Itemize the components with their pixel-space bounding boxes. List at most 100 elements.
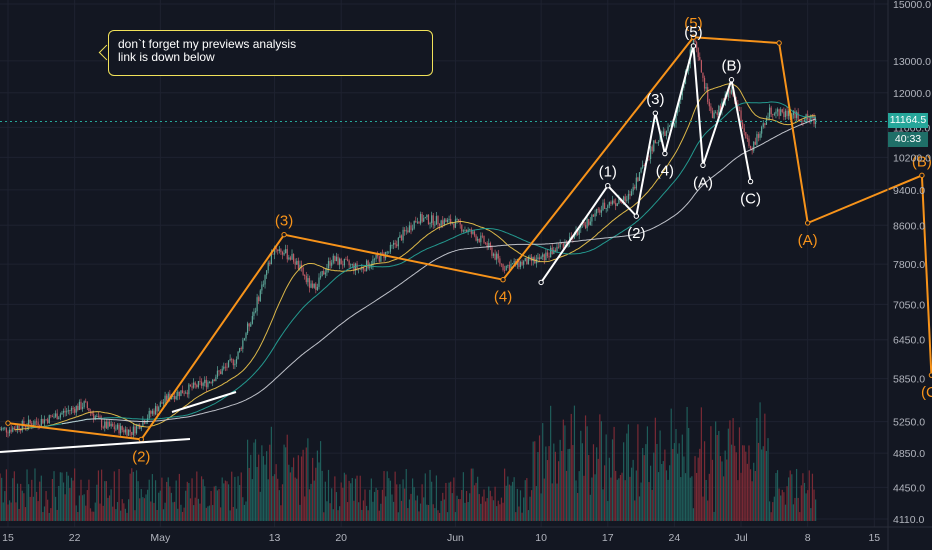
candle-body [740,110,742,123]
volume-bar [481,496,484,521]
volume-bar [318,462,320,521]
candle-body [746,138,748,139]
volume-bar [640,482,642,521]
candle-body [629,194,631,196]
volume-bar [675,429,677,521]
volume-bar [232,506,234,521]
volume-bar [686,406,688,521]
volume-bar [504,468,506,521]
candle-body [408,225,411,233]
price-axis[interactable]: 15000.013000.012000.011000.010200.09400.… [887,0,931,550]
volume-bar [26,469,28,521]
candle-body [186,392,188,395]
volume-bar [189,498,192,521]
volume-bar [473,485,476,521]
note-callout[interactable]: don`t forget my previews analysis link i… [108,30,433,76]
volume-bar [253,442,255,521]
candle-body [89,411,92,413]
candle-body [289,257,292,260]
volume-bar [129,473,131,521]
volume-bar [545,446,547,521]
volume-bar [673,443,675,521]
volume-bar [497,500,499,521]
volume-bar [8,500,11,521]
volume-bar [281,484,284,521]
volume-bar [615,470,617,521]
volume-bar [199,503,201,521]
volume-bar [386,471,388,521]
candle-body [589,221,591,225]
candle-body [259,290,261,302]
candle-body [294,261,296,265]
volume-bar [67,475,69,521]
volume-bar [486,498,488,521]
candle-body [126,429,128,436]
candle-body [281,252,284,255]
volume-bar [10,502,12,521]
volume-bar [85,505,87,521]
volume-bar [722,476,725,521]
candle-body [127,429,130,436]
volume-bar [510,485,512,521]
candle-body [20,429,22,431]
candle-body [803,120,806,122]
volume-bar [621,472,623,521]
volume-bar [678,443,680,521]
volume-bar [588,455,590,521]
volume-bar [178,473,180,521]
candle-body [131,431,133,435]
candle-body [519,261,522,268]
volume-bar [467,502,469,521]
time-axis[interactable]: 1522May1320Jun101724Jul81522 [0,526,932,544]
candle-body [245,333,247,339]
volume-bar [237,476,239,521]
candle-body [96,416,98,417]
volume-bar [356,475,358,521]
candle-body [694,39,696,43]
candle-body [603,202,606,209]
volume-bar [676,453,679,521]
candle-body [459,220,461,225]
candle-body [448,218,450,220]
volume-bar [502,502,504,521]
candle-body [40,418,42,426]
volume-bar [229,510,231,521]
candle-body [494,253,496,260]
candle-body [540,256,542,260]
volume-bar [243,504,246,521]
volume-bar [670,408,672,521]
volume-bar [29,496,31,521]
candle-body [538,257,541,260]
volume-bar [594,474,596,521]
candle-body [174,395,176,400]
candle-body [792,110,794,116]
candle-body [478,238,480,243]
last-price-tag: 11164.5 [888,113,928,128]
volume-bar [735,452,737,521]
volume-bar [518,506,520,521]
candle-body [235,358,238,364]
volume-bar [413,487,415,521]
volume-bar [575,480,577,521]
volume-bar [624,480,626,521]
candle-body [273,246,276,255]
candle-body [208,382,211,383]
candle-body [467,229,469,232]
volume-bar [748,445,750,521]
candle-body [678,99,680,109]
candle-body [246,323,249,334]
white-wave-vertex [652,110,659,116]
volume-bar [167,477,169,521]
volume-bar [662,461,664,521]
volume-bar [699,448,701,521]
volume-bar [31,479,33,521]
candle-body [505,265,507,271]
volume-bar [569,448,571,521]
volume-bar [140,489,142,521]
candle-body [773,113,775,115]
candle-body [754,141,756,145]
volume-bar [753,462,755,521]
candle-body [638,172,641,181]
volume-bar [45,491,47,521]
